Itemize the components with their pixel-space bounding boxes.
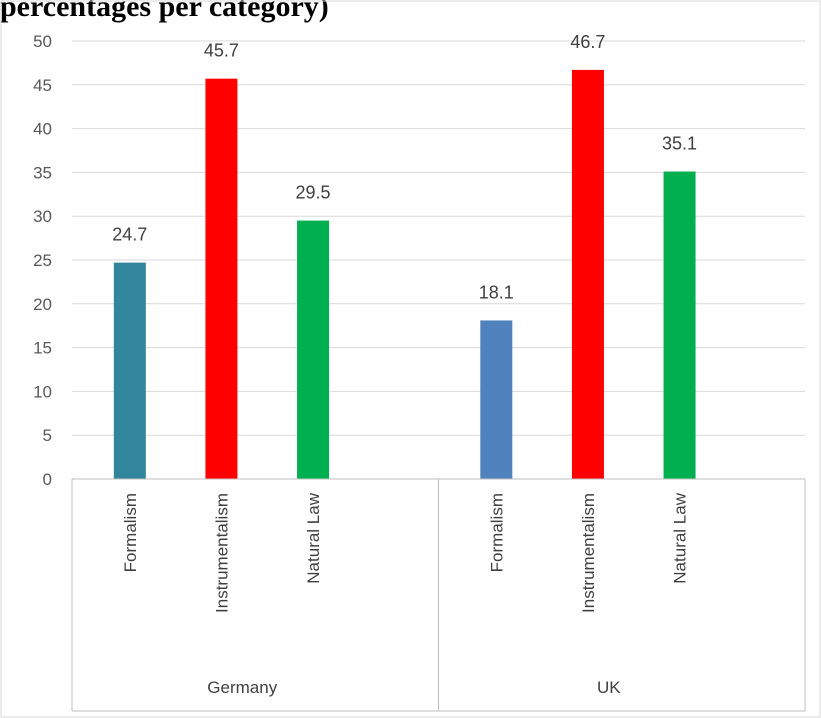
data-label: 35.1 (662, 134, 697, 154)
bar-germany-natural-law (297, 220, 330, 479)
y-tick-label: 30 (33, 207, 52, 226)
y-tick-label: 50 (33, 32, 52, 51)
bar-uk-natural-law (663, 171, 696, 480)
bar-uk-instrumentalism (571, 69, 604, 480)
data-label: 24.7 (112, 225, 147, 245)
y-tick-label: 45 (33, 76, 52, 95)
figure-caption-fragment: percentages per category) (0, 0, 329, 23)
y-tick-label: 35 (33, 163, 52, 182)
data-label: 45.7 (204, 41, 239, 61)
bars (113, 69, 696, 480)
bar-uk-formalism (480, 320, 513, 479)
group-label: Germany (207, 678, 277, 697)
y-tick-label: 40 (33, 120, 52, 139)
data-label: 29.5 (296, 183, 331, 203)
data-label: 18.1 (479, 282, 514, 302)
y-tick-label: 5 (43, 426, 52, 445)
category-label: Formalism (487, 493, 506, 572)
category-label: Instrumentalism (579, 493, 598, 613)
group-label: UK (597, 678, 621, 697)
y-tick-label: 15 (33, 339, 52, 358)
y-tick-label: 25 (33, 251, 52, 270)
category-label: Natural Law (304, 492, 323, 583)
category-labels: Formalism Instrumentalism Natural Law Forma… (121, 492, 690, 613)
group-labels: Germany UK (207, 678, 621, 697)
y-tick-label: 20 (33, 295, 52, 314)
x-axis (71, 478, 806, 712)
data-label: 46.7 (570, 32, 605, 52)
data-labels: 24.7 45.7 29.5 18.1 46.7 35.1 (112, 32, 697, 303)
y-axis-tick-labels: 0 5 10 15 20 25 30 35 40 45 50 (33, 32, 52, 489)
y-tick-label: 10 (33, 382, 52, 401)
gridlines (72, 40, 805, 480)
bar-germany-formalism (113, 262, 146, 479)
category-label: Instrumentalism (212, 493, 231, 613)
category-label: Formalism (121, 493, 140, 572)
y-tick-label: 0 (43, 470, 52, 489)
category-label: Natural Law (671, 492, 690, 583)
bar-germany-instrumentalism (205, 78, 238, 479)
